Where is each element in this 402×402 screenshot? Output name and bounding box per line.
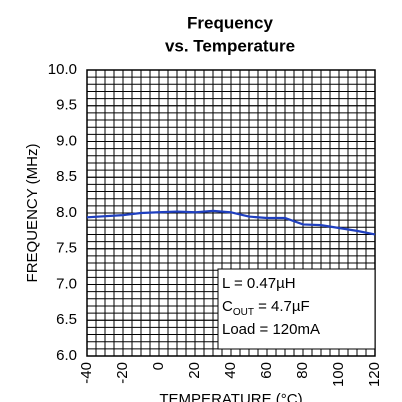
x-tick-label: 120 bbox=[366, 362, 383, 387]
x-tick-label: 20 bbox=[186, 362, 203, 379]
x-tick-label: 80 bbox=[294, 362, 311, 379]
y-tick-label: 8.5 bbox=[56, 168, 77, 185]
y-tick-label: 7.5 bbox=[56, 240, 77, 257]
y-tick-label: 9.0 bbox=[56, 132, 77, 149]
annotation-text: L = 0.47µH bbox=[222, 275, 296, 292]
x-tick-label: -40 bbox=[78, 362, 95, 384]
x-tick-label: 100 bbox=[330, 362, 347, 387]
annotation: COUT = 4.7µF bbox=[222, 298, 310, 318]
y-tick-label: 9.5 bbox=[56, 97, 77, 114]
x-tick-label: 60 bbox=[258, 362, 275, 379]
annotation: Load = 120mA bbox=[222, 321, 320, 338]
annotation: L = 0.47µH bbox=[222, 275, 296, 292]
x-axis-label: TEMPERATURE (°C) bbox=[159, 391, 302, 402]
x-tick-label: 40 bbox=[222, 362, 239, 379]
annotation-subscript: OUT bbox=[233, 307, 254, 318]
y-tick-label: 6.5 bbox=[56, 311, 77, 328]
y-axis-label: FREQUENCY (MHz) bbox=[24, 144, 41, 283]
x-tick-label: -20 bbox=[114, 362, 131, 384]
data-line bbox=[86, 209, 376, 236]
y-tick-label: 7.0 bbox=[56, 275, 77, 292]
x-tick-label: 0 bbox=[150, 362, 167, 370]
annotation-box bbox=[217, 268, 376, 350]
annotation-text: = 4.7µF bbox=[254, 298, 310, 315]
y-tick-label: 8.0 bbox=[56, 204, 77, 221]
plot-frame bbox=[86, 69, 376, 357]
y-tick-label: 6.0 bbox=[56, 347, 77, 364]
y-tick-label: 10.0 bbox=[48, 61, 77, 78]
chart-subtitle: vs. Temperature bbox=[165, 36, 295, 55]
annotation-text: C bbox=[222, 298, 233, 315]
chart-title: Frequency bbox=[187, 13, 274, 32]
annotation-text: Load = 120mA bbox=[222, 321, 320, 338]
